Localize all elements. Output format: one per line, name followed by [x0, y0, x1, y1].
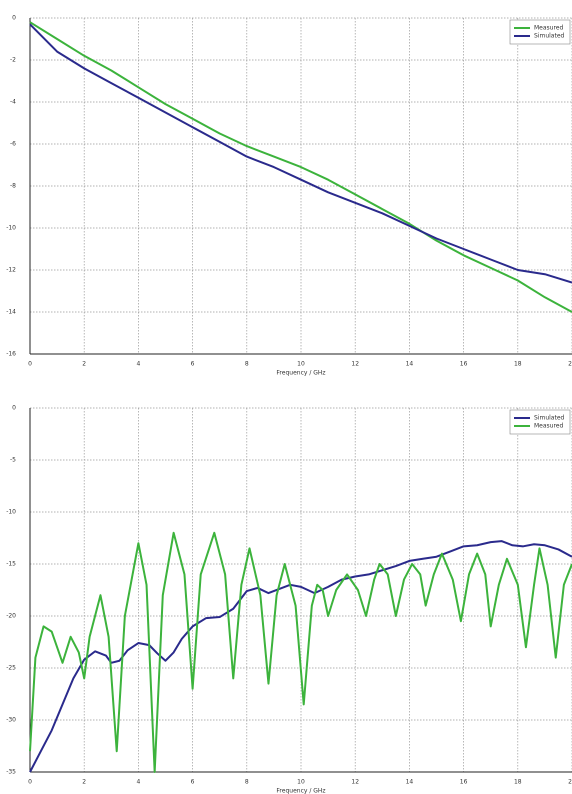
x-tick-label: 8 [245, 361, 249, 368]
y-tick-label: -15 [6, 561, 16, 568]
y-tick-label: -14 [6, 309, 16, 316]
x-tick-label: 12 [351, 779, 359, 786]
x-tick-label: 14 [406, 361, 414, 368]
x-tick-label: 12 [351, 361, 359, 368]
data-line [29, 531, 572, 773]
x-axis-label: Frequency / GHz [276, 370, 325, 377]
data-line [29, 23, 572, 284]
x-tick-label: 10 [297, 779, 305, 786]
y-tick-label: -6 [10, 141, 16, 148]
y-tick-label: -35 [6, 769, 16, 776]
x-tick-label: 4 [136, 361, 140, 368]
x-tick-label: 20 [568, 779, 572, 786]
legend-label: Measured [534, 423, 564, 430]
x-tick-label: 18 [514, 779, 522, 786]
x-tick-label: 10 [297, 361, 305, 368]
y-tick-label: -25 [6, 665, 16, 672]
x-tick-label: 18 [514, 361, 522, 368]
y-tick-label: -30 [6, 717, 16, 724]
x-tick-label: 8 [245, 779, 249, 786]
legend-label: Simulated [534, 33, 565, 40]
x-tick-label: 16 [460, 361, 468, 368]
legend-label: Measured [534, 25, 564, 32]
y-tick-label: -8 [10, 183, 16, 190]
x-tick-label: 14 [406, 779, 414, 786]
y-tick-label: -10 [6, 225, 16, 232]
y-tick-label: -16 [6, 351, 16, 358]
y-tick-label: -12 [6, 267, 16, 274]
x-tick-label: 4 [136, 779, 140, 786]
data-line [29, 21, 572, 313]
legend-box [509, 409, 571, 435]
y-tick-label: -2 [10, 57, 16, 64]
x-tick-label: 6 [191, 361, 195, 368]
x-tick-label: 16 [460, 779, 468, 786]
x-tick-label: 2 [82, 361, 86, 368]
y-tick-label: 0 [12, 15, 16, 22]
x-tick-label: 2 [82, 779, 86, 786]
x-tick-label: 0 [28, 361, 32, 368]
y-tick-label: 0 [12, 405, 16, 412]
y-tick-label: -20 [6, 613, 16, 620]
x-axis-label: Frequency / GHz [276, 788, 325, 794]
x-tick-label: 6 [191, 779, 195, 786]
x-tick-label: 20 [568, 361, 572, 368]
legend-label: Simulated [534, 415, 565, 422]
data-line [29, 540, 572, 773]
legend-box [509, 19, 571, 45]
y-tick-label: -10 [6, 509, 16, 516]
y-tick-label: -4 [10, 99, 16, 106]
x-tick-label: 0 [28, 779, 32, 786]
y-tick-label: -5 [10, 457, 16, 464]
